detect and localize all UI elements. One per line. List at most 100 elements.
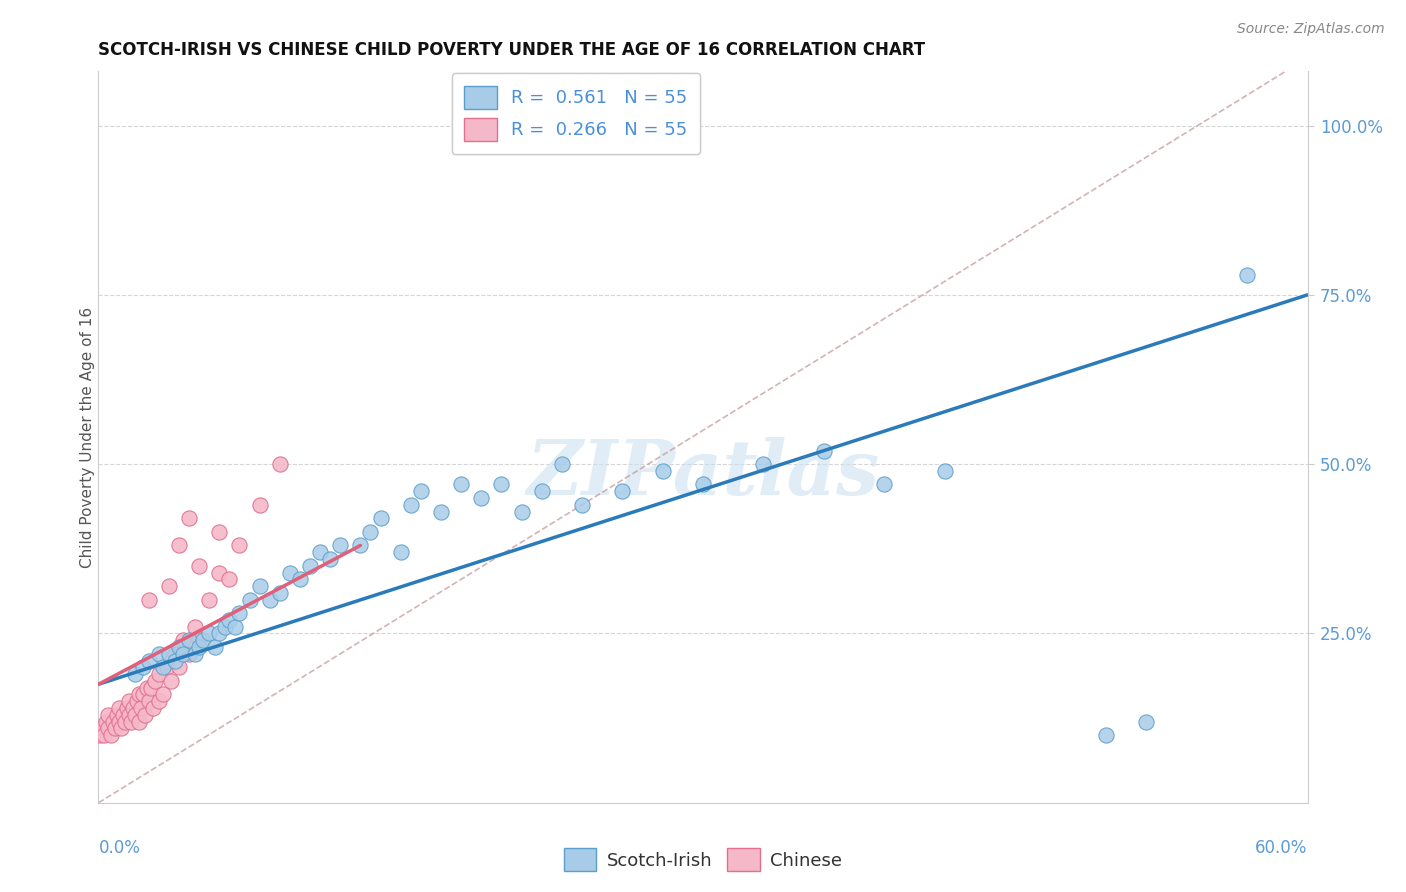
Point [430, 505, 453, 519]
Point [249, 579, 271, 593]
Point [188, 558, 211, 573]
Point [160, 673, 183, 688]
Point [179, 647, 201, 661]
Point [152, 688, 174, 702]
Point [193, 633, 215, 648]
Point [105, 707, 128, 722]
Point [103, 721, 125, 735]
Point [389, 545, 412, 559]
Point [125, 694, 148, 708]
Point [135, 681, 157, 695]
Point [157, 579, 180, 593]
Point [752, 457, 775, 471]
Point [132, 660, 155, 674]
Point [692, 477, 714, 491]
Point [91, 721, 114, 735]
Point [179, 511, 201, 525]
Point [128, 714, 150, 729]
Point [188, 640, 211, 654]
Point [139, 681, 162, 695]
Point [399, 498, 422, 512]
Point [259, 592, 281, 607]
Point [163, 647, 186, 661]
Point [198, 592, 221, 607]
Point [319, 552, 342, 566]
Point [172, 633, 194, 648]
Point [208, 626, 231, 640]
Point [97, 707, 120, 722]
Point [409, 484, 432, 499]
Point [110, 721, 132, 735]
Point [239, 592, 262, 607]
Y-axis label: Child Poverty Under the Age of 16: Child Poverty Under the Age of 16 [80, 307, 94, 567]
Point [218, 613, 240, 627]
Point [288, 572, 311, 586]
Text: 0.0%: 0.0% [98, 839, 141, 857]
Point [208, 524, 231, 539]
Text: 60.0%: 60.0% [1256, 839, 1308, 857]
Point [269, 586, 291, 600]
Point [101, 714, 124, 729]
Point [167, 660, 190, 674]
Point [224, 620, 246, 634]
Point [491, 477, 513, 491]
Point [124, 667, 146, 681]
Point [138, 592, 160, 607]
Point [114, 714, 136, 729]
Point [157, 647, 180, 661]
Point [228, 538, 250, 552]
Point [143, 673, 166, 688]
Point [1135, 714, 1157, 729]
Point [89, 728, 111, 742]
Point [121, 701, 143, 715]
Point [124, 707, 146, 722]
Point [450, 477, 472, 491]
Point [309, 545, 332, 559]
Point [138, 654, 160, 668]
Point [934, 464, 956, 478]
Point [111, 707, 134, 722]
Point [148, 667, 170, 681]
Point [198, 626, 221, 640]
Point [218, 572, 240, 586]
Point [228, 606, 250, 620]
Point [269, 457, 291, 471]
Point [208, 566, 231, 580]
Point [1095, 728, 1118, 742]
Point [1236, 268, 1258, 282]
Text: ZIPatlas: ZIPatlas [526, 437, 880, 510]
Point [163, 654, 186, 668]
Point [873, 477, 896, 491]
Point [551, 457, 574, 471]
Text: SCOTCH-IRISH VS CHINESE CHILD POVERTY UNDER THE AGE OF 16 CORRELATION CHART: SCOTCH-IRISH VS CHINESE CHILD POVERTY UN… [98, 41, 925, 59]
Point [214, 620, 236, 634]
Point [612, 484, 634, 499]
Point [132, 688, 155, 702]
Point [167, 538, 190, 552]
Point [134, 707, 156, 722]
Point [813, 443, 835, 458]
Point [184, 620, 207, 634]
Point [188, 633, 211, 648]
Point [142, 701, 165, 715]
Point [107, 701, 129, 715]
Point [530, 484, 553, 499]
Point [138, 694, 160, 708]
Point [651, 464, 673, 478]
Point [152, 660, 174, 674]
Legend: Scotch-Irish, Chinese: Scotch-Irish, Chinese [557, 841, 849, 879]
Point [107, 714, 129, 729]
Point [299, 558, 322, 573]
Point [97, 721, 120, 735]
Point [510, 505, 533, 519]
Point [179, 633, 201, 648]
Point [329, 538, 352, 552]
Point [128, 688, 150, 702]
Point [148, 647, 170, 661]
Point [370, 511, 392, 525]
Point [360, 524, 382, 539]
Point [167, 640, 190, 654]
Point [120, 714, 142, 729]
Text: Source: ZipAtlas.com: Source: ZipAtlas.com [1237, 22, 1385, 37]
Point [93, 728, 115, 742]
